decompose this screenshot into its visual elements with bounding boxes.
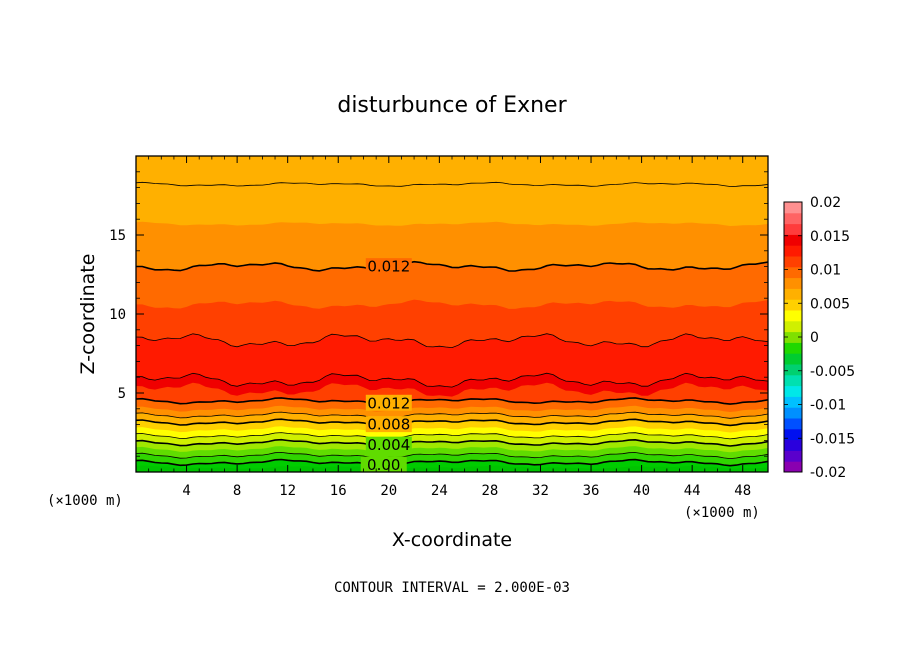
- contour-line: [136, 372, 768, 388]
- x-tick-label: 28: [481, 483, 498, 499]
- x-tick-label: 12: [279, 483, 296, 499]
- y-tick-label: 5: [118, 386, 126, 402]
- x-tick-label: 24: [431, 483, 448, 499]
- contour-label: 0.004: [367, 436, 410, 454]
- colorbar-tick-label: -0.02: [810, 465, 846, 481]
- contour-line: [136, 260, 768, 272]
- contour-label-bg: [365, 416, 412, 433]
- contour-label: 0.00: [367, 456, 400, 474]
- colorbar-swatch: [784, 245, 802, 257]
- colorbar-swatch: [784, 212, 802, 225]
- contour-line: [136, 418, 768, 427]
- colorbar-swatch: [784, 396, 802, 408]
- colorbar-swatch: [784, 299, 802, 311]
- contour-label-bg: [360, 456, 407, 472]
- contour-label: 0.012: [367, 394, 410, 412]
- x-axis-label: X-coordinate: [392, 529, 512, 551]
- x-tick-label: 20: [380, 483, 397, 499]
- colorbar-tick-label: 0.015: [810, 229, 850, 245]
- colorbar-swatch: [784, 374, 802, 387]
- colorbar-tick-label: 0.01: [810, 263, 841, 279]
- colorbar-swatch: [784, 461, 802, 473]
- colorbar-tick-label: 0.005: [810, 296, 850, 312]
- colorbar-swatch: [784, 364, 802, 376]
- x-unit-left: (×1000 m): [47, 493, 123, 509]
- x-tick-label: 4: [182, 483, 190, 499]
- colorbar: 0.02 0.015 0.01 0.005 0 -0.005 -0.01 -0.015 -0.0…: [783, 195, 855, 481]
- colorbar-tick-label: -0.005: [810, 364, 855, 380]
- x-tick-label: 36: [583, 483, 600, 499]
- colorbar-swatch: [784, 439, 802, 451]
- colorbar-swatch: [784, 428, 802, 441]
- colorbar-swatch: [784, 450, 802, 462]
- contour-line: [136, 333, 768, 349]
- contour-line: [136, 451, 768, 460]
- colorbar-tick-label: 0: [810, 330, 819, 346]
- x-tick-label: 40: [633, 483, 650, 499]
- contour-label: 0.012: [367, 258, 410, 276]
- colorbar-swatch: [784, 277, 802, 289]
- contour-line: [136, 181, 768, 187]
- contour-line: [136, 458, 768, 467]
- colorbar-swatch: [784, 331, 802, 343]
- contour-label-bg: [365, 436, 412, 453]
- colorbar-swatch: [784, 407, 802, 419]
- contour-label-bg: [365, 258, 412, 275]
- y-axis-label: Z-coordinate: [77, 254, 99, 375]
- colorbar-swatch: [784, 418, 802, 430]
- colorbar-tick-label: -0.015: [810, 431, 855, 447]
- x-tick-label: 16: [330, 483, 347, 499]
- contour-line: [136, 432, 768, 440]
- contour-line: [136, 411, 768, 419]
- colorbar-swatch: [784, 342, 802, 354]
- contour-line: [136, 397, 768, 405]
- colorbar-swatch: [784, 223, 802, 235]
- colorbar-swatch: [784, 385, 802, 397]
- colorbar-swatch: [784, 353, 802, 365]
- y-tick-label: 15: [109, 228, 126, 244]
- contour-label: 0.008: [367, 416, 410, 434]
- x-tick-label: 8: [233, 483, 241, 499]
- contour-interval-note: CONTOUR INTERVAL = 2.000E-03: [334, 580, 570, 596]
- colorbar-swatch: [784, 310, 802, 322]
- chart-title: disturbunce of Exner: [337, 93, 567, 118]
- colorbar-swatch: [784, 266, 802, 279]
- y-tick-label: 10: [109, 307, 126, 323]
- colorbar-tick-label: 0.02: [810, 195, 841, 211]
- filled-contour-bands: [136, 156, 768, 472]
- contour-label-bg: [365, 394, 412, 411]
- x-tick-label: 32: [532, 483, 549, 499]
- colorbar-swatch: [784, 202, 802, 214]
- contour-lines: 0.012 0.012 0.008 0.004 0.00: [136, 181, 768, 474]
- colorbar-swatch: [784, 256, 802, 268]
- colorbar-swatch: [784, 234, 802, 246]
- contour-line: [136, 438, 768, 447]
- x-tick-label: 48: [734, 483, 751, 499]
- x-tick-label: 44: [684, 483, 701, 499]
- colorbar-swatch: [784, 320, 802, 333]
- colorbar-tick-label: -0.01: [810, 398, 846, 414]
- x-unit-right: (×1000 m): [684, 505, 760, 521]
- colorbar-swatch: [784, 288, 802, 300]
